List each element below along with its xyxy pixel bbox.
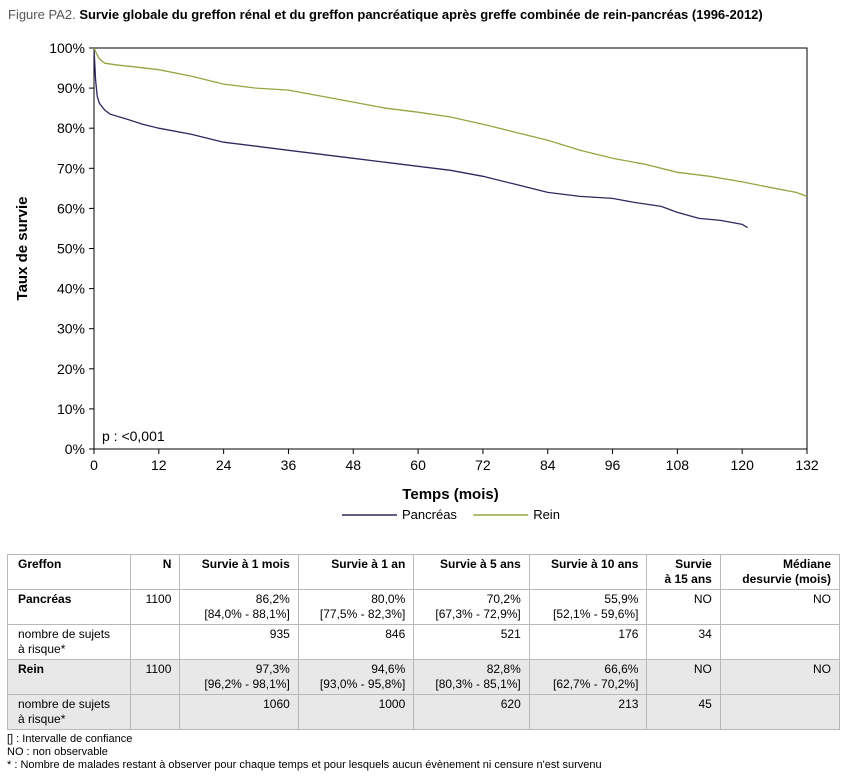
table-cell: 1100 — [129, 589, 181, 625]
table-cell: 620 — [413, 694, 530, 730]
table-cell: NO — [646, 659, 721, 695]
table-row: nombre de sujets à risque* 935 846 521 176 34 — [7, 624, 841, 660]
table-header-cell: Survie à 10 ans — [528, 554, 648, 590]
x-tick-label: 120 — [731, 457, 755, 473]
x-tick-label: 72 — [475, 457, 491, 473]
y-tick-label: 0% — [65, 441, 85, 457]
table-cell: 45 — [646, 694, 721, 730]
y-tick-label: 30% — [57, 321, 85, 337]
table-cell: 94,6% [93,0% - 95,8%] — [297, 659, 415, 695]
table-cell: Rein — [7, 659, 131, 695]
table-header-cell: Survie à 15 ans — [646, 554, 721, 590]
table-header-cell: Survie à 1 mois — [179, 554, 299, 590]
table-cell: 55,9% [52,1% - 59,6%] — [528, 589, 648, 625]
series-line-rein — [93, 47, 808, 198]
table-cell: 82,8% [80,3% - 85,1%] — [413, 659, 530, 695]
table-cell: nombre de sujets à risque* — [7, 624, 131, 660]
x-tick-label: 12 — [151, 457, 167, 473]
figure-title-text: Survie globale du greffon rénal et du gr… — [79, 7, 763, 22]
figure-title: Figure PA2. Survie globale du greffon ré… — [8, 6, 838, 23]
table-cell: 1000 — [297, 694, 415, 730]
table-cell: 80,0% [77,5% - 82,3%] — [297, 589, 415, 625]
x-axis-label: Temps (mois) — [402, 486, 498, 503]
footnote-ci: [] : Intervalle de confiance — [7, 733, 133, 745]
footnote-no: NO : non observable — [7, 746, 108, 758]
table-header-cell: N — [129, 554, 181, 590]
table-cell — [129, 624, 181, 660]
x-tick-label: 48 — [345, 457, 361, 473]
y-tick-label: 70% — [57, 160, 85, 176]
table-cell: 70,2% [67,3% - 72,9%] — [413, 589, 530, 625]
x-tick-label: 84 — [540, 457, 556, 473]
footnote-risk: * : Nombre de malades restant à observer… — [7, 759, 602, 771]
x-tick-label: 132 — [795, 457, 819, 473]
table-row: nombre de sujets à risque* 1060 1000 620 213 4… — [7, 694, 841, 730]
p-value-annotation: p : <0,001 — [102, 428, 165, 444]
table-cell: NO — [719, 589, 841, 625]
footnotes: [] : Intervalle de confiance NO : non ob… — [7, 733, 602, 772]
results-table: Greffon N Survie à 1 mois Survie à 1 an Surv… — [7, 554, 841, 730]
table-cell: 1100 — [129, 659, 181, 695]
x-tick-label: 24 — [216, 457, 232, 473]
table-cell — [129, 694, 181, 730]
y-tick-label: 50% — [57, 241, 85, 257]
table-cell — [719, 694, 841, 730]
table-cell: NO — [646, 589, 721, 625]
table-header-cell: Survie à 1 an — [297, 554, 415, 590]
y-tick-label: 20% — [57, 361, 85, 377]
table-cell: 521 — [413, 624, 530, 660]
table-cell: 86,2% [84,0% - 88,1%] — [179, 589, 299, 625]
x-tick-label: 0 — [90, 457, 98, 473]
figure-prefix: Figure PA2. — [8, 7, 76, 22]
plot-frame — [93, 47, 808, 450]
y-tick-label: 60% — [57, 200, 85, 216]
table-cell: 176 — [528, 624, 648, 660]
table-row: Pancréas 1100 86,2% [84,0% - 88,1%] 80,0% [77… — [7, 589, 841, 625]
x-tick-label: 108 — [666, 457, 690, 473]
table-cell: 97,3% [96,2% - 98,1%] — [179, 659, 299, 695]
x-tick-label: 60 — [410, 457, 426, 473]
y-tick-label: 40% — [57, 281, 85, 297]
y-axis-label: Taux de survie — [14, 197, 31, 301]
y-tick-label: 80% — [57, 120, 85, 136]
table-cell — [719, 624, 841, 660]
table-header-row: Greffon N Survie à 1 mois Survie à 1 an Surv… — [7, 554, 841, 590]
table-cell: NO — [719, 659, 841, 695]
y-tick-label: 100% — [49, 40, 85, 56]
y-tick-label: 90% — [57, 80, 85, 96]
table-row: Rein 1100 97,3% [96,2% - 98,1%] 94,6% [93,0% … — [7, 659, 841, 695]
survival-chart: 0% 10% 20% 30% 40% 50% 60% 70% 80% 90% 100% 0 12 24 3… — [14, 40, 819, 522]
table-cell: Pancréas — [7, 589, 131, 625]
legend-label: Rein — [533, 507, 560, 522]
table-cell: 66,6% [62,7% - 70,2%] — [528, 659, 648, 695]
table-cell: 213 — [528, 694, 648, 730]
table-cell: 1060 — [179, 694, 299, 730]
table-header-cell: Greffon — [7, 554, 131, 590]
legend-label: Pancréas — [402, 507, 457, 522]
series-line-pancr-as — [93, 47, 748, 229]
x-tick-label: 36 — [281, 457, 297, 473]
table-cell: 935 — [179, 624, 299, 660]
table-cell: 846 — [297, 624, 415, 660]
table-cell: nombre de sujets à risque* — [7, 694, 131, 730]
y-tick-label: 10% — [57, 401, 85, 417]
table-cell: 34 — [646, 624, 721, 660]
table-header-cell: Médiane desurvie (mois) — [719, 554, 841, 590]
x-tick-label: 96 — [605, 457, 621, 473]
table-header-cell: Survie à 5 ans — [413, 554, 530, 590]
